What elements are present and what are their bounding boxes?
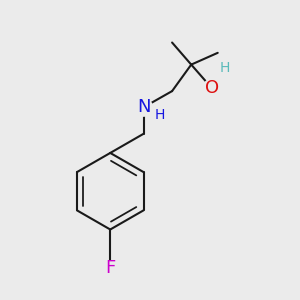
Text: O: O: [205, 79, 219, 97]
Circle shape: [203, 79, 221, 97]
Circle shape: [104, 261, 117, 274]
Circle shape: [135, 98, 152, 116]
Text: N: N: [137, 98, 150, 116]
Text: F: F: [105, 259, 116, 277]
Text: H: H: [155, 108, 166, 122]
Text: H: H: [220, 61, 230, 75]
